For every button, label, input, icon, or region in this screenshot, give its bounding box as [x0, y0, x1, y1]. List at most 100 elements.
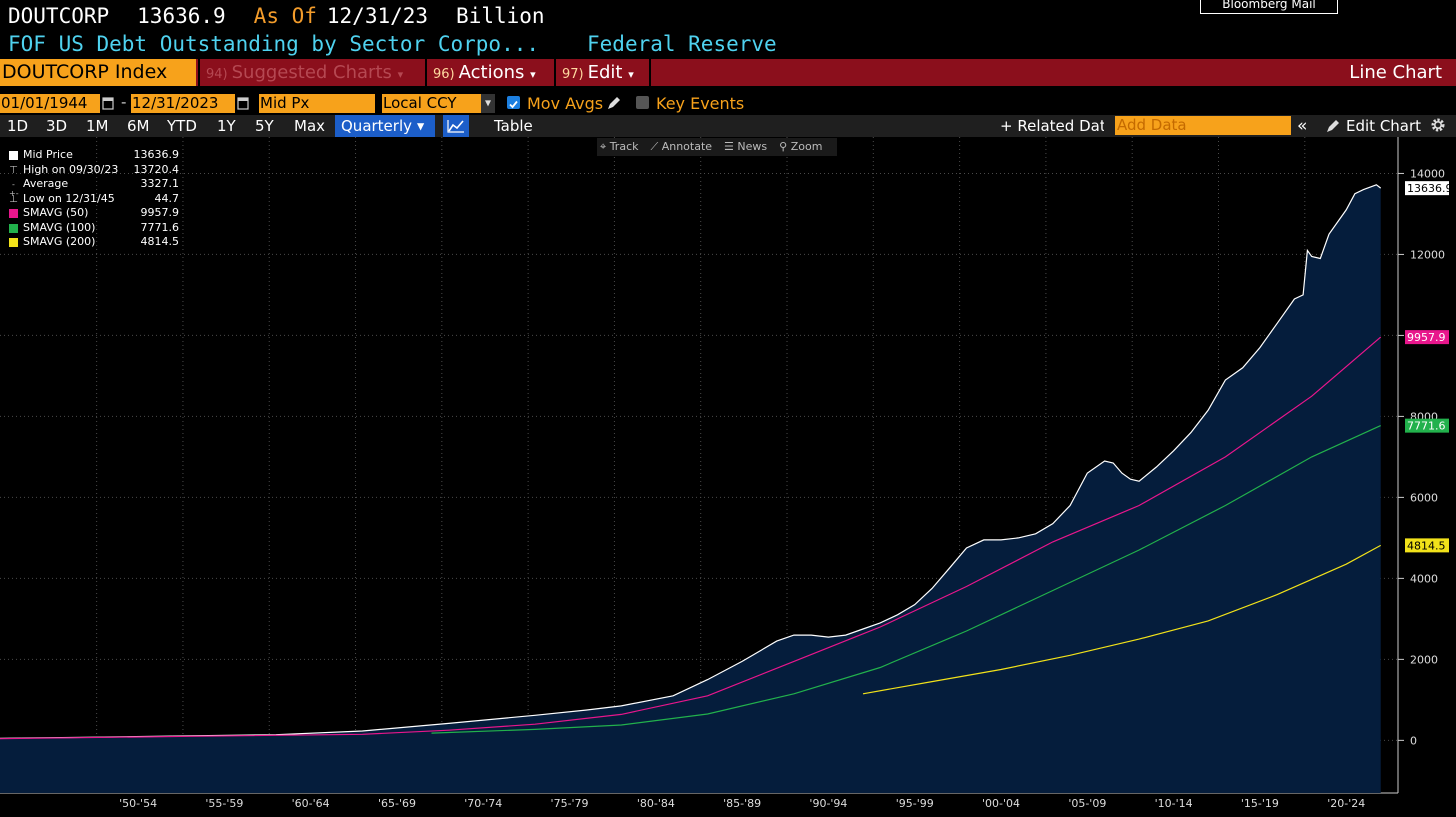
x-tick-label: '15-'19 [1241, 797, 1279, 810]
y-tick-label: 12000 [1410, 248, 1445, 261]
currency-dropdown-icon[interactable]: ▼ [481, 94, 495, 113]
unit-label: Billion [456, 4, 545, 28]
mov-avgs-label[interactable]: Mov Avgs [527, 94, 604, 113]
line-chart-icon[interactable] [443, 115, 469, 137]
high-icon: ⊤ [9, 164, 18, 176]
menu-bar [0, 59, 1456, 86]
security-field[interactable]: DOUTCORP Index [0, 59, 196, 86]
legend-label: Low on 12/31/45 [23, 191, 115, 205]
calendar-icon[interactable] [237, 96, 249, 110]
last-value-tag [1405, 330, 1449, 345]
key-events-label[interactable]: Key Events [656, 94, 745, 113]
x-tick-label: '70-'74 [464, 797, 502, 810]
legend-label: Average [23, 177, 69, 190]
series-line [862, 544, 1381, 695]
period-ytd[interactable]: YTD [167, 117, 197, 135]
as-of-label: As Of [253, 4, 317, 28]
ticker-code: DOUTCORP [8, 4, 110, 28]
suggested-charts-menu[interactable]: 94) Suggested Charts ▾ [198, 59, 425, 86]
x-tick-label: '20-'24 [1327, 797, 1365, 810]
edit-menu[interactable]: 97) Edit ▾ [554, 59, 651, 86]
legend-label: SMAVG (100) [23, 220, 96, 234]
chevron-down-icon: ▼ [417, 119, 425, 133]
security-description: FOF US Debt Outstanding by Sector Corpo.… [8, 32, 540, 56]
key-events-checkbox[interactable] [636, 96, 649, 109]
price-field-select[interactable]: Mid Px [259, 94, 375, 113]
series-line [0, 184, 1382, 739]
chevron-down-icon: ▾ [397, 68, 404, 81]
y-tick-label: 4000 [1410, 572, 1438, 585]
legend-value: 7771.6 [140, 220, 180, 234]
legend-swatch [9, 238, 18, 247]
last-value-label: 4814.5 [1407, 539, 1446, 552]
chart-legend: Mid Price 13636.9 ⊤ High on 09/30/23 13720.4… [4, 148, 179, 250]
period-6m[interactable]: 6M [127, 117, 150, 135]
legend-label: SMAVG (200) [23, 235, 96, 248]
last-value-label: 7771.6 [1407, 420, 1446, 433]
x-tick-label: '95-'99 [896, 797, 934, 810]
chart-area[interactable]: 02000400060008000100001200014000'50-'54'… [0, 137, 1456, 817]
period-1y[interactable]: 1Y [217, 117, 236, 135]
legend-value: 3327.1 [140, 177, 180, 190]
period-1d[interactable]: 1D [7, 117, 29, 135]
chevron-down-icon: ▾ [628, 68, 634, 81]
end-date-input[interactable]: 12/31/2023 [131, 94, 235, 113]
x-tick-label: '50-'54 [119, 797, 157, 810]
legend-value: 4814.5 [140, 235, 180, 248]
legend-value: 9957.9 [140, 206, 180, 219]
related-data-button[interactable]: + Related Data [1000, 117, 1104, 135]
mov-avgs-checkbox[interactable] [507, 96, 520, 109]
bloomberg-mail-button[interactable]: Bloomberg Mail [1200, 0, 1338, 14]
legend-value: 13720.4 [133, 162, 180, 176]
frequency-select[interactable]: Quarterly ▼ [335, 115, 435, 137]
legend-swatch [9, 223, 18, 233]
legend-value: 13636.9 [133, 148, 180, 161]
legend-label: Mid Price [23, 148, 73, 161]
x-tick-label: '90-'94 [809, 797, 847, 810]
last-value-tag [1405, 181, 1449, 196]
actions-menu[interactable]: 96) Actions ▾ [425, 59, 554, 86]
gear-icon[interactable] [1429, 116, 1447, 138]
pencil-icon[interactable] [606, 95, 622, 115]
legend-value: 44.7 [154, 191, 180, 205]
x-tick-label: '60-'64 [292, 797, 330, 810]
period-5y[interactable]: 5Y [255, 117, 274, 135]
start-date-input[interactable]: 01/01/1944 [0, 94, 100, 113]
average-icon: -+- [9, 180, 19, 198]
y-tick-label: 2000 [1410, 653, 1438, 666]
last-value-label: 9957.9 [1407, 331, 1446, 344]
mid-price-area [0, 184, 1381, 794]
period-3d[interactable]: 3D [46, 117, 68, 135]
period-1m[interactable]: 1M [86, 117, 109, 135]
table-button[interactable]: Table [494, 117, 533, 135]
track-tool[interactable]: ⌖ Track [600, 140, 639, 153]
add-data-input[interactable]: Add Data [1115, 116, 1291, 135]
legend-item: SMAVG (50) 9957.9 [4, 206, 179, 221]
period-max[interactable]: Max [294, 117, 326, 135]
legend-item: Mid Price 13636.9 [4, 148, 179, 163]
x-tick-label: '10-'14 [1155, 797, 1193, 810]
legend-item: SMAVG (200) 4814.5 [4, 235, 179, 250]
news-tool[interactable]: ☰ News [724, 140, 768, 153]
chevron-down-icon: ▾ [530, 68, 536, 81]
calendar-icon[interactable] [102, 96, 114, 110]
legend-swatch [9, 209, 18, 218]
zoom-tool[interactable]: ⚲ Zoom [779, 140, 823, 153]
date-separator: - [121, 93, 127, 111]
series-line [0, 336, 1382, 740]
double-chevron-left-icon[interactable]: « [1297, 116, 1308, 136]
x-tick-label: '85-'89 [723, 797, 761, 810]
legend-label: SMAVG (50) [23, 206, 89, 219]
last-value-tag [1405, 418, 1449, 433]
y-tick-label: 14000 [1410, 167, 1445, 180]
edit-chart-button[interactable]: Edit Chart [1346, 117, 1422, 135]
header-line: DOUTCORP 13636.9 As Of 12/31/23 Billion [8, 4, 573, 28]
x-tick-label: '65-'69 [378, 797, 416, 810]
x-tick-label: '55-'59 [205, 797, 243, 810]
last-value: 13636.9 [137, 4, 226, 28]
annotate-tool[interactable]: ⟋ Annotate [650, 140, 713, 153]
legend-item: -+- Average 3327.1 [4, 177, 180, 198]
low-icon: ⊥ [9, 193, 18, 205]
currency-select[interactable]: Local CCY [382, 94, 481, 113]
chart-type-label[interactable]: Line Chart [1349, 62, 1442, 83]
